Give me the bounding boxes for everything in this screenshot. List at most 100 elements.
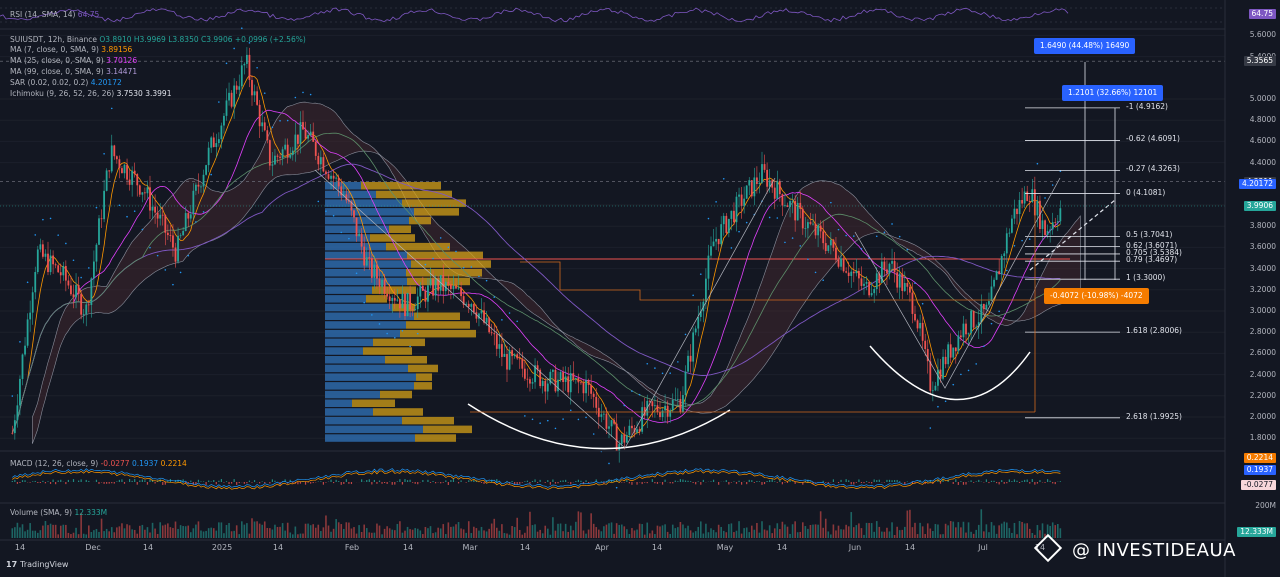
fib-label: 1 (3.3000) <box>1126 273 1166 283</box>
sar-dot <box>998 310 1000 313</box>
candle-body <box>281 149 284 158</box>
volume-bar <box>149 532 151 538</box>
symbol-legend[interactable]: SUIUSDT, 12h, Binance O3.8910 H3.9969 L3… <box>10 35 306 45</box>
candle-body <box>1018 200 1021 215</box>
candle-body <box>187 213 190 219</box>
ma25-legend[interactable]: MA (25, close, 0, SMA, 9) 3.70126 <box>10 56 137 66</box>
candle-body <box>516 354 519 359</box>
volume-bar <box>947 525 949 538</box>
sar-dot <box>669 372 671 374</box>
volume-bar <box>299 533 302 538</box>
candle-body <box>546 383 549 392</box>
candle-body <box>623 434 626 443</box>
sar-dot <box>393 336 396 339</box>
volume-bar <box>1003 521 1006 538</box>
macd-histogram-bar <box>661 482 664 485</box>
volume-bar <box>942 534 944 538</box>
macd-histogram-bar <box>450 480 452 482</box>
candle-body <box>179 235 182 237</box>
macd-histogram-bar <box>299 482 302 484</box>
volume-bar <box>592 523 595 538</box>
volume-bar <box>108 531 110 538</box>
candle-body <box>207 147 210 166</box>
macd-histogram-bar <box>883 482 885 483</box>
candle-body <box>659 412 661 418</box>
watermark: @ INVESTIDEAUA <box>1033 533 1236 563</box>
volume-bar <box>480 526 483 538</box>
macd-histogram-bar <box>190 480 192 482</box>
measure-box: 1.2101 (32.66%) 12101 <box>1062 85 1164 101</box>
candle-body <box>656 405 659 413</box>
candle-body <box>345 194 348 201</box>
volume-bar <box>863 534 865 538</box>
macd-histogram-bar <box>965 482 967 485</box>
time-tick-label: Jul <box>978 543 988 552</box>
volume-bar <box>615 523 618 538</box>
volume-bar <box>677 527 679 538</box>
macd-histogram-bar <box>975 481 977 482</box>
sar-dot <box>179 271 182 274</box>
volume-bar <box>569 525 572 538</box>
volume-legend[interactable]: Volume (SMA, 9) 12.333M <box>10 508 107 518</box>
candle-body <box>271 164 274 166</box>
volume-bar <box>161 525 164 538</box>
rsi-legend[interactable]: RSI (14, SMA, 14) 64.75 <box>10 10 99 20</box>
sar-dot <box>416 332 419 335</box>
candle-body <box>376 264 378 279</box>
volume-bar <box>768 525 771 538</box>
candle-body <box>85 304 88 315</box>
vp-bar-gold <box>402 199 466 207</box>
macd-legend[interactable]: MACD (12, 26, close, 9) -0.0277 0.1937 0… <box>10 459 187 469</box>
ma99-legend[interactable]: MA (99, close, 0, SMA, 9) 3.14471 <box>10 67 137 77</box>
candle-body <box>682 395 684 413</box>
sar-dot <box>1036 162 1039 165</box>
sar-legend[interactable]: SAR (0.02, 0.02, 0.2) 4.20172 <box>10 78 122 88</box>
candle-body <box>801 208 804 229</box>
ichimoku-legend[interactable]: Ichimoku (9, 26, 52, 26, 26) 3.7530 3.39… <box>10 89 171 99</box>
sar-dot <box>654 367 656 369</box>
volume-bar <box>735 530 738 538</box>
volume-bar <box>1016 534 1018 538</box>
macd-histogram-bar <box>1021 480 1023 482</box>
macd-histogram-bar <box>702 479 704 482</box>
candle-body <box>296 134 299 144</box>
candle-body <box>128 179 131 185</box>
sar-dot <box>738 230 740 233</box>
candle-body <box>340 186 343 196</box>
fib-label: 0.705 (3.5384) <box>1126 247 1182 257</box>
candle-body <box>521 358 524 369</box>
candle-body <box>840 258 842 267</box>
candle-body <box>610 420 613 427</box>
candle-body <box>322 157 325 172</box>
candle-body <box>893 261 896 273</box>
candle-body <box>962 323 965 338</box>
candle-body <box>778 180 781 195</box>
candle-body <box>518 358 521 360</box>
volume-bar <box>855 525 858 538</box>
macd-histogram-bar <box>628 482 630 484</box>
vp-bar-blue <box>325 382 414 390</box>
macd-value-1: -0.0277 <box>100 459 130 468</box>
vp-bar-blue <box>325 199 402 207</box>
volume-bar <box>967 522 970 538</box>
macd-histogram-bar <box>223 482 225 483</box>
candle-body <box>781 194 784 206</box>
macd-histogram-bar <box>332 482 335 484</box>
volume-bar <box>865 522 868 538</box>
volume-bar <box>661 525 664 538</box>
macd-histogram-bar <box>860 482 863 484</box>
ma7-legend[interactable]: MA (7, close, 0, SMA, 9) 3.89156 <box>10 45 132 55</box>
volume-bar <box>694 531 697 538</box>
macd-histogram-bar <box>511 480 513 482</box>
candle-body <box>1036 200 1039 216</box>
macd-histogram-bar <box>432 481 434 482</box>
candle-body <box>562 372 564 382</box>
volume-bar <box>799 531 802 538</box>
macd-histogram-bar <box>330 479 332 482</box>
macd-histogram-bar <box>562 480 564 482</box>
candle-body <box>942 356 944 379</box>
tradingview-brand[interactable]: 17 TradingView <box>6 560 68 569</box>
macd-histogram-bar <box>728 482 730 485</box>
volume-bar <box>646 522 649 538</box>
macd-histogram-bar <box>376 482 378 484</box>
